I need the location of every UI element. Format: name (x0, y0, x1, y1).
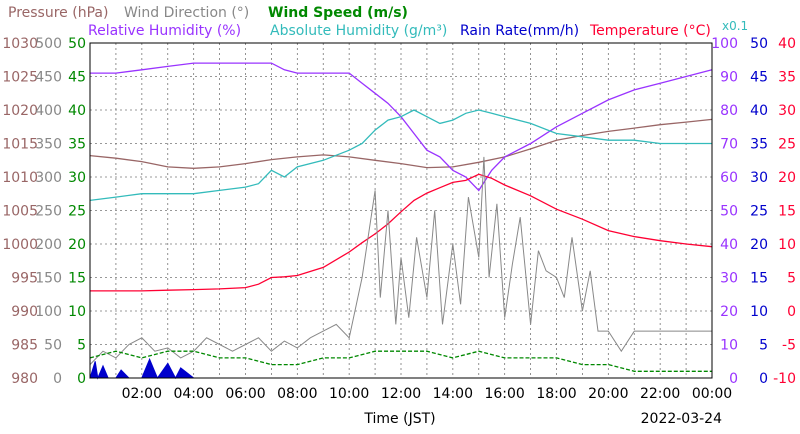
pressure-tick-label: 1000 (2, 237, 38, 253)
legend-entry: Pressure (hPa) (8, 5, 108, 21)
x-tick-label: 20:00 (588, 386, 628, 402)
temperature-tick-label: 20 (778, 170, 796, 186)
wind_direction-tick-label: 500 (35, 36, 62, 52)
wind_speed-tick-label: 5 (77, 338, 86, 354)
humidity-tick-label: 10 (720, 338, 738, 354)
wind_speed-tick-label: 25 (68, 204, 86, 220)
x-tick-label: 12:00 (381, 386, 421, 402)
pressure-tick-label: 1020 (2, 103, 38, 119)
temperature-tick-label: 10 (778, 237, 796, 253)
wind_direction-tick-label: 200 (35, 237, 62, 253)
series-wind_direction (89, 156, 712, 365)
wind_speed-tick-label: 40 (68, 103, 86, 119)
pressure-tick-label: 1030 (2, 36, 38, 52)
rain_rate-tick-label: 45 (750, 70, 768, 86)
wind_direction-tick-label: 100 (35, 304, 62, 320)
wind_direction-tick-label: 50 (44, 338, 62, 354)
pressure-tick-label: 985 (11, 338, 38, 354)
rain_rate-tick-label: 15 (750, 271, 768, 287)
tick-labels: 9809859909951000100510101015102010251030… (2, 36, 796, 402)
wind_direction-tick-label: 400 (35, 103, 62, 119)
rain_rate-tick-label: 40 (750, 103, 768, 119)
x-axis-label: Time (JST) (363, 411, 435, 427)
rain_rate-tick-label: 35 (750, 137, 768, 153)
legend: Pressure (hPa) Wind Direction (°) Wind Spe… (8, 5, 748, 39)
humidity-tick-label: 80 (720, 103, 738, 119)
humidity-tick-label: 100 (711, 36, 738, 52)
legend-entry: Relative Humidity (%) (88, 23, 241, 39)
plot-frame (89, 42, 713, 379)
temperature-tick-label: 0 (787, 304, 796, 320)
wind_direction-tick-label: 350 (35, 137, 62, 153)
wind_direction-tick-label: 250 (35, 204, 62, 220)
pressure-tick-label: 995 (11, 271, 38, 287)
temperature-tick-label: 40 (778, 36, 796, 52)
pressure-tick-label: 1005 (2, 204, 38, 220)
rain_rate-tick-label: 10 (750, 304, 768, 320)
series-relative_humidity (90, 62, 713, 192)
x-tick-label: 08:00 (277, 386, 317, 402)
temperature-tick-label: 35 (778, 70, 796, 86)
humidity-tick-label: 20 (720, 304, 738, 320)
wind_speed-tick-label: 35 (68, 137, 86, 153)
rain_rate-tick-label: 0 (759, 371, 768, 387)
legend-entry: Wind Direction (°) (124, 5, 249, 21)
wind_direction-tick-label: 300 (35, 170, 62, 186)
rain_rate-tick-label: 50 (750, 36, 768, 52)
temperature-tick-label: 5 (787, 271, 796, 287)
temperature-tick-label: 15 (778, 204, 796, 220)
rain_rate-tick-label: 20 (750, 237, 768, 253)
rain_rate-tick-label: 30 (750, 170, 768, 186)
wind_speed-tick-label: 45 (68, 70, 86, 86)
temperature-tick-label: 30 (778, 103, 796, 119)
humidity-tick-label: 70 (720, 137, 738, 153)
legend-entry: x0.1 (722, 19, 748, 33)
wind_direction-tick-label: 0 (53, 371, 62, 387)
humidity-tick-label: 90 (720, 70, 738, 86)
temperature-tick-label: -5 (782, 338, 796, 354)
wind_speed-tick-label: 10 (68, 304, 86, 320)
x-tick-label: 14:00 (433, 386, 473, 402)
humidity-tick-label: 60 (720, 170, 738, 186)
x-tick-label: 16:00 (484, 386, 524, 402)
pressure-tick-label: 980 (11, 371, 38, 387)
series-pressure (89, 118, 713, 169)
wind_speed-tick-label: 50 (68, 36, 86, 52)
rain_rate-tick-label: 25 (750, 204, 768, 220)
series-absolute_humidity (89, 109, 712, 202)
wind_speed-tick-label: 0 (77, 371, 86, 387)
pressure-tick-label: 990 (11, 304, 38, 320)
legend-entry: Rain Rate(mm/h) (460, 23, 579, 39)
legend-entry: Wind Speed (m/s) (268, 5, 408, 21)
wind_speed-tick-label: 15 (68, 271, 86, 287)
legend-entry: Temperature (°C) (589, 23, 711, 39)
x-tick-label: 10:00 (329, 386, 369, 402)
wind_direction-tick-label: 150 (35, 271, 62, 287)
x-tick-label: 06:00 (225, 386, 265, 402)
x-tick-label: 02:00 (122, 386, 162, 402)
x-tick-label: 00:00 (692, 386, 732, 402)
rain_rate-tick-label: 5 (759, 338, 768, 354)
temperature-tick-label: -10 (773, 371, 796, 387)
date-label: 2022-03-24 (641, 411, 722, 427)
temperature-tick-label: 25 (778, 137, 796, 153)
humidity-tick-label: 40 (720, 237, 738, 253)
x-tick-label: 18:00 (536, 386, 576, 402)
wind_speed-tick-label: 30 (68, 170, 86, 186)
pressure-tick-label: 1010 (2, 170, 38, 186)
series-temperature (90, 173, 713, 292)
wind_direction-tick-label: 450 (35, 70, 62, 86)
x-tick-label: 04:00 (173, 386, 213, 402)
grid-lines (90, 43, 712, 378)
x-tick-label: 22:00 (640, 386, 680, 402)
humidity-tick-label: 0 (729, 371, 738, 387)
pressure-tick-label: 1025 (2, 70, 38, 86)
wind_speed-tick-label: 20 (68, 237, 86, 253)
legend-entry: Absolute Humidity (g/m³) (270, 23, 447, 39)
humidity-tick-label: 30 (720, 271, 738, 287)
pressure-tick-label: 1015 (2, 137, 38, 153)
humidity-tick-label: 50 (720, 204, 738, 220)
